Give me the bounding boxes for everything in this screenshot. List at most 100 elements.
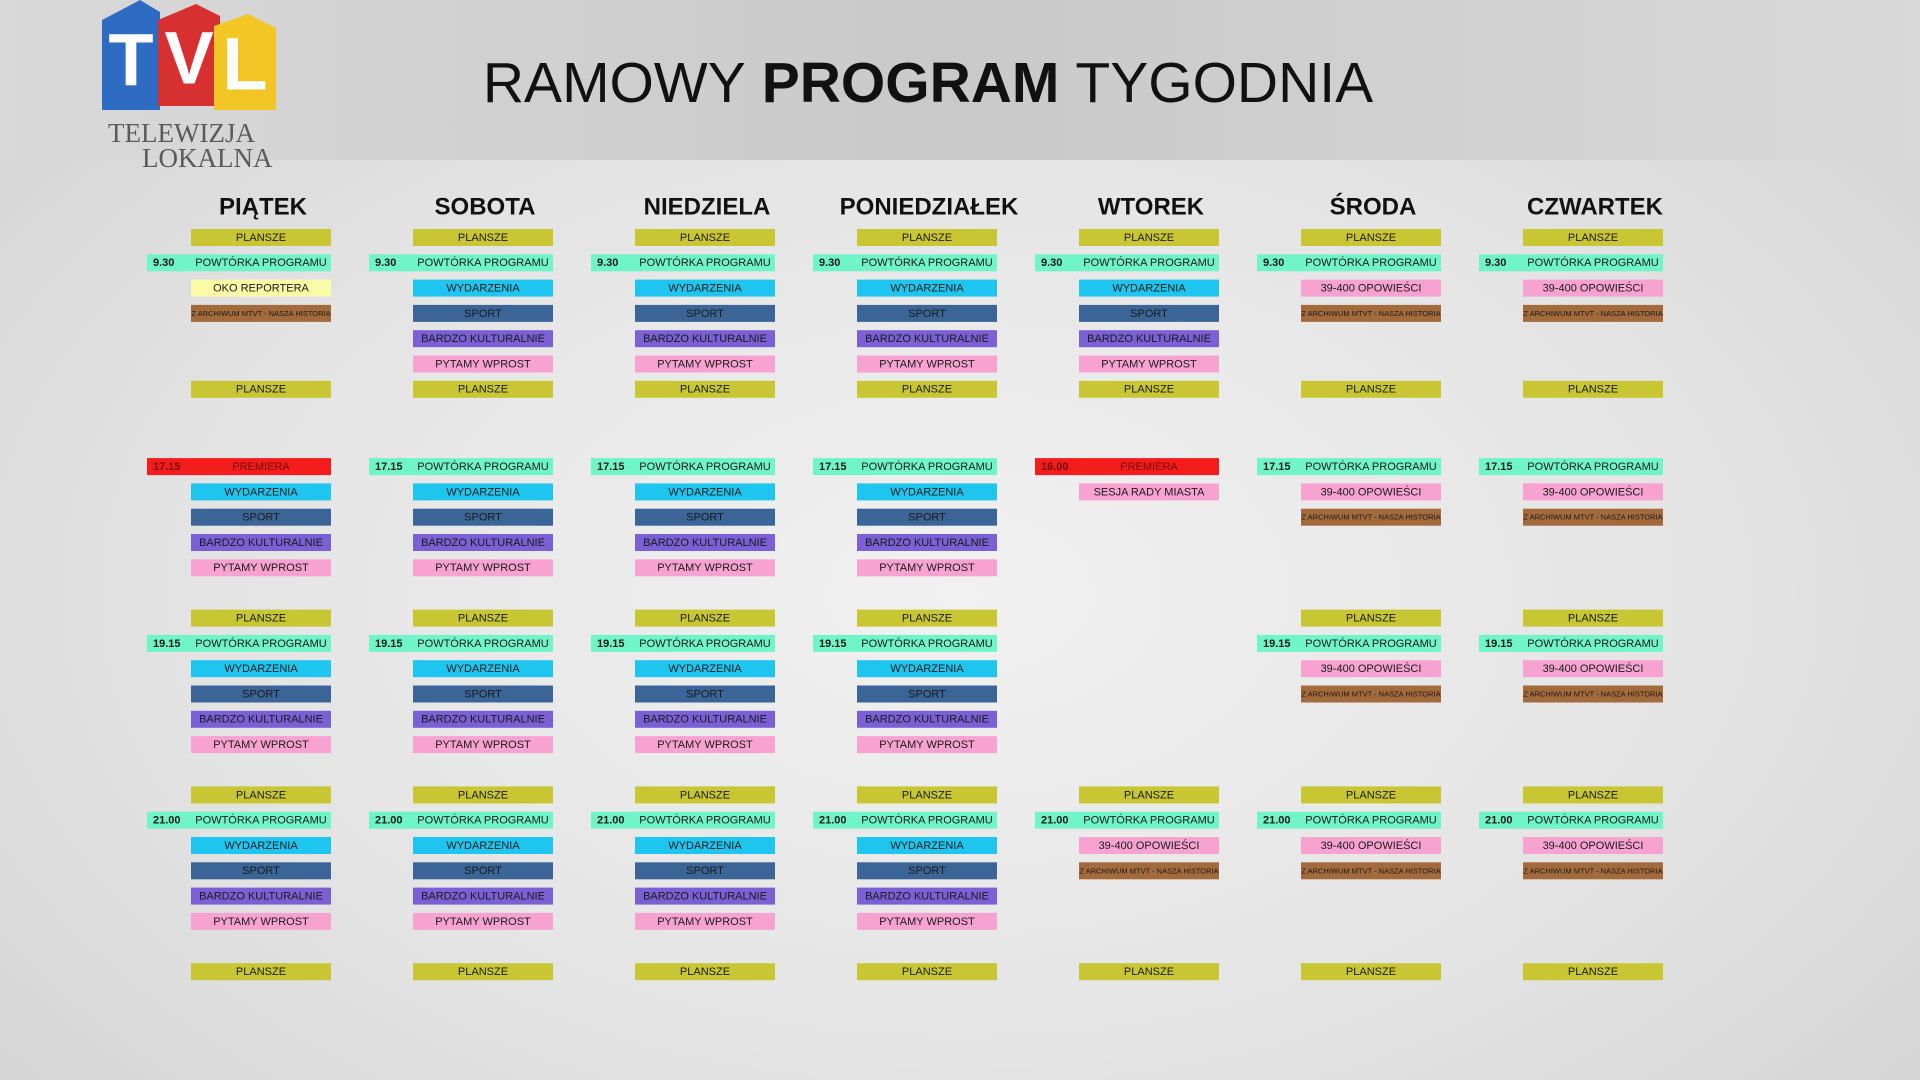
day-name: SOBOTA	[435, 193, 536, 220]
program-block	[857, 609, 997, 627]
program-label: BARDZO KULTURALNIE	[199, 891, 323, 903]
program-block	[1523, 483, 1663, 501]
program-block	[191, 380, 331, 398]
program-block	[635, 862, 775, 880]
program-block	[857, 660, 997, 678]
program-block	[591, 254, 775, 272]
program-label: PYTAMY WPROST	[213, 916, 309, 928]
program-block	[1523, 380, 1663, 398]
program-block	[635, 483, 775, 501]
program-block	[413, 279, 553, 297]
program-label: WYDARZENIA	[224, 486, 298, 498]
program-block	[635, 660, 775, 678]
program-label: PLANSZE	[1346, 789, 1396, 801]
program-label: SPORT	[464, 865, 502, 877]
program-label: POWTÓRKA PROGRAMU	[1527, 460, 1658, 473]
program-block	[591, 634, 775, 652]
program-block	[191, 963, 331, 981]
program-block	[1079, 304, 1219, 322]
logo-letter: T	[108, 19, 153, 102]
program-label: PLANSZE	[458, 966, 508, 978]
program-label: Z ARCHIWUM MTVT - NASZA HISTORIA	[191, 309, 330, 318]
program-block	[1079, 837, 1219, 854]
program-label: 39-400 OPOWIEŚCI	[1321, 282, 1422, 295]
program-block	[413, 483, 553, 501]
program-label: WYDARZENIA	[890, 840, 964, 852]
program-label: SPORT	[908, 688, 946, 700]
program-time: 21.00	[375, 815, 403, 827]
day-name: WTOREK	[1098, 193, 1205, 220]
program-block	[813, 634, 997, 652]
program-block	[635, 963, 775, 981]
program-label: PLANSZE	[458, 613, 508, 625]
program-label: PLANSZE	[902, 613, 952, 625]
program-label: BARDZO KULTURALNIE	[1087, 333, 1211, 345]
program-label: POWTÓRKA PROGRAMU	[861, 256, 992, 269]
program-time: 17.15	[153, 461, 181, 473]
program-label: Z ARCHIWUM MTVT - NASZA HISTORIA	[1523, 309, 1662, 318]
program-block	[1257, 634, 1441, 652]
program-label: POWTÓRKA PROGRAMU	[1305, 637, 1436, 650]
program-time: 21.00	[819, 815, 847, 827]
program-time: 17.15	[1485, 461, 1513, 473]
program-time: 21.00	[1263, 815, 1291, 827]
program-label: BARDZO KULTURALNIE	[865, 537, 989, 549]
program-label: SPORT	[464, 512, 502, 524]
program-time: 9.30	[1041, 257, 1062, 269]
program-block	[635, 837, 775, 854]
program-label: PLANSZE	[902, 232, 952, 244]
program-label: PLANSZE	[1124, 966, 1174, 978]
program-label: POWTÓRKA PROGRAMU	[1083, 814, 1214, 827]
program-label: SPORT	[242, 865, 280, 877]
program-label: PYTAMY WPROST	[435, 562, 531, 574]
program-block	[413, 660, 553, 678]
logo-block	[214, 14, 276, 110]
program-label: PYTAMY WPROST	[213, 562, 309, 574]
program-label: BARDZO KULTURALNIE	[421, 891, 545, 903]
program-block	[191, 304, 331, 322]
program-label: WYDARZENIA	[446, 663, 520, 675]
program-label: SPORT	[242, 512, 280, 524]
program-label: POWTÓRKA PROGRAMU	[417, 460, 548, 473]
program-label: 39-400 OPOWIEŚCI	[1543, 282, 1644, 295]
program-block	[635, 380, 775, 398]
program-label: OKO REPORTERA	[213, 283, 309, 295]
program-block	[1301, 862, 1441, 880]
program-time: 21.00	[1041, 815, 1069, 827]
program-block	[413, 736, 553, 754]
program-block	[857, 862, 997, 880]
program-label: PLANSZE	[902, 966, 952, 978]
program-block	[1523, 229, 1663, 246]
program-label: WYDARZENIA	[668, 663, 742, 675]
program-block	[1301, 660, 1441, 678]
program-label: WYDARZENIA	[890, 663, 964, 675]
program-block	[191, 887, 331, 905]
program-block	[1523, 786, 1663, 804]
program-label: WYDARZENIA	[890, 283, 964, 295]
program-time: 9.30	[597, 257, 618, 269]
program-block	[191, 229, 331, 246]
program-block	[635, 508, 775, 526]
program-block	[191, 609, 331, 627]
program-label: SPORT	[908, 308, 946, 320]
program-label: PYTAMY WPROST	[435, 739, 531, 751]
program-time: 9.30	[1485, 257, 1506, 269]
logo-block	[158, 4, 220, 106]
program-block	[857, 330, 997, 348]
program-block	[413, 330, 553, 348]
program-block	[591, 811, 775, 829]
program-block	[635, 912, 775, 930]
program-block	[191, 685, 331, 703]
program-block	[413, 786, 553, 804]
program-block	[1079, 330, 1219, 348]
program-block	[635, 736, 775, 754]
program-time: 19.15	[1485, 638, 1513, 650]
program-block	[1079, 229, 1219, 246]
program-time: 19.15	[819, 638, 847, 650]
program-label: 39-400 OPOWIEŚCI	[1321, 662, 1422, 675]
program-block	[191, 710, 331, 728]
program-label: POWTÓRKA PROGRAMU	[1305, 256, 1436, 269]
program-label: POWTÓRKA PROGRAMU	[1305, 814, 1436, 827]
program-block	[1301, 963, 1441, 981]
program-label: WYDARZENIA	[668, 283, 742, 295]
